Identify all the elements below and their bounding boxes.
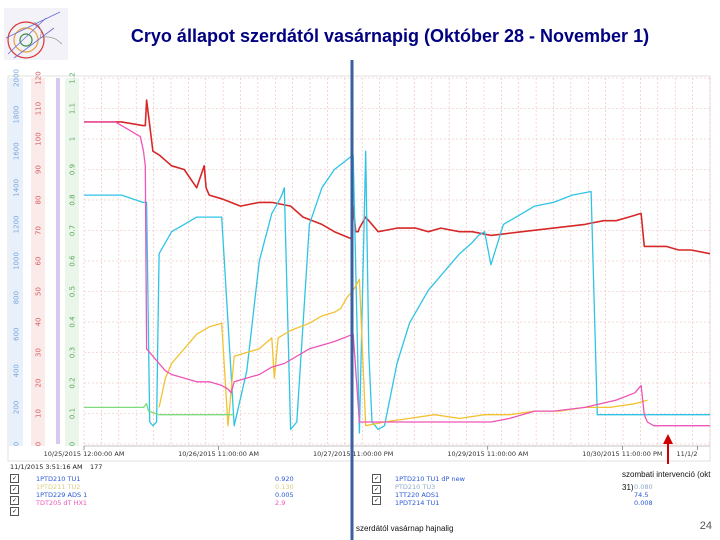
series-line-5 bbox=[84, 403, 235, 416]
legend-right-name: PTD210 TU3 bbox=[395, 483, 436, 491]
legend-checkbox-7[interactable]: ✓ bbox=[372, 496, 381, 505]
y-axes: 0200400600800100012001400160018002000010… bbox=[9, 69, 79, 446]
page-number: 24 bbox=[699, 520, 712, 532]
y-tick-label: 50 bbox=[35, 287, 43, 296]
series-group bbox=[84, 99, 711, 434]
slide-title: Cryo állapot szerdától vasárnapig (Októb… bbox=[130, 26, 650, 46]
legend-checkbox-1[interactable]: ✓ bbox=[10, 474, 19, 483]
legend-checkbox-4[interactable]: ✓ bbox=[10, 507, 19, 516]
y-tick-label: 0.5 bbox=[69, 286, 77, 297]
legend-count: 177 bbox=[90, 463, 103, 471]
legend-panel: 11/1/2015 3:51:16 AM 177 ✓ ✓ ✓ ✓ 1PTD210… bbox=[10, 463, 710, 523]
legend-left-value: 0.920 bbox=[275, 475, 294, 483]
y-tick-label: 0.2 bbox=[69, 377, 77, 388]
legend-checkbox-6[interactable]: ✓ bbox=[372, 485, 381, 494]
legend-right-value: 0.080 bbox=[634, 483, 653, 491]
y-tick-label: 120 bbox=[35, 71, 43, 84]
legend-checkbox-3[interactable]: ✓ bbox=[10, 496, 19, 505]
y-tick-label: 60 bbox=[35, 257, 43, 266]
y-axis-strip bbox=[65, 78, 79, 446]
y-tick-label: 100 bbox=[35, 132, 43, 145]
series-line-4 bbox=[84, 121, 710, 427]
y-tick-label: 0.4 bbox=[69, 316, 77, 328]
y-tick-label: 1200 bbox=[13, 215, 21, 233]
legend-right-name: 1PDT214 TU1 bbox=[395, 499, 440, 507]
legend-checkbox-2[interactable]: ✓ bbox=[10, 485, 19, 494]
y-axis-strip bbox=[56, 78, 60, 444]
legend-left-value: 2.9 bbox=[275, 499, 286, 507]
legend-left-name: 1PTD210 TU1 bbox=[36, 475, 81, 483]
x-tick-label: 11/1/2 bbox=[677, 450, 698, 458]
y-tick-label: 0.1 bbox=[69, 408, 77, 419]
legend-left-value: 0.130 bbox=[275, 483, 294, 491]
x-tick-label: 10/25/2015 12:00:00 AM bbox=[44, 450, 125, 458]
series-line-1 bbox=[84, 99, 711, 255]
legend-timestamp: 11/1/2015 3:51:16 AM bbox=[10, 463, 83, 471]
y-tick-label: 10 bbox=[35, 409, 43, 418]
legend-left-value: 0.005 bbox=[275, 491, 294, 499]
x-tick-label: 10/29/2015 11:00:00 AM bbox=[447, 450, 528, 458]
y-tick-label: 30 bbox=[35, 348, 43, 357]
legend-right-name: 1TT220 ADS1 bbox=[395, 491, 440, 499]
y-tick-label: 0.6 bbox=[69, 255, 77, 267]
y-tick-label: 0.7 bbox=[69, 225, 77, 236]
y-tick-label: 2000 bbox=[13, 69, 21, 87]
y-tick-label: 1000 bbox=[13, 252, 21, 270]
legend-right-value: 74.5 bbox=[634, 491, 649, 499]
intervention-annotation: szombati intervenció (okt 31) bbox=[622, 470, 711, 492]
cms-logo bbox=[4, 8, 68, 60]
legend-right-value: 0.008 bbox=[634, 499, 653, 507]
y-tick-label: 0.8 bbox=[69, 194, 77, 205]
y-axis-strip bbox=[31, 78, 45, 446]
y-tick-label: 70 bbox=[35, 226, 43, 235]
y-tick-label: 40 bbox=[35, 318, 43, 327]
annotation-arrow-head bbox=[663, 434, 673, 444]
legend-left-name: TDT205 dT HX1 bbox=[36, 499, 88, 507]
y-tick-label: 0 bbox=[69, 442, 77, 446]
y-tick-label: 1.1 bbox=[69, 103, 77, 114]
y-tick-label: 1400 bbox=[13, 179, 21, 197]
series-line-2 bbox=[84, 150, 710, 434]
y-tick-label: 20 bbox=[35, 379, 43, 388]
y-tick-label: 400 bbox=[13, 364, 21, 377]
y-tick-label: 80 bbox=[35, 196, 43, 205]
slide-caption: szerdától vasárnap hajnalig bbox=[356, 524, 454, 533]
legend-left-name: 1PTD211 TU2 bbox=[36, 483, 81, 491]
y-tick-label: 0.3 bbox=[69, 347, 77, 358]
y-tick-label: 0 bbox=[13, 442, 21, 446]
y-tick-label: 1 bbox=[69, 137, 77, 141]
y-tick-label: 600 bbox=[13, 328, 21, 341]
y-tick-label: 0.9 bbox=[69, 164, 77, 175]
series-line-3 bbox=[158, 278, 648, 427]
y-tick-label: 200 bbox=[13, 401, 21, 414]
y-tick-label: 1600 bbox=[13, 142, 21, 160]
legend-right-name: 1PTD210 TU1 dP new bbox=[395, 475, 465, 483]
y-tick-label: 110 bbox=[35, 102, 43, 115]
y-tick-label: 800 bbox=[13, 291, 21, 304]
y-tick-label: 0 bbox=[35, 442, 43, 446]
y-tick-label: 1.2 bbox=[69, 72, 77, 83]
y-tick-label: 90 bbox=[35, 165, 43, 174]
y-tick-label: 1800 bbox=[13, 106, 21, 124]
y-axis-strip bbox=[9, 78, 23, 446]
x-tick-label: 10/26/2015 11:00:00 AM bbox=[178, 450, 259, 458]
legend-left-name: 1PTD229 ADS 1 bbox=[36, 491, 88, 499]
x-tick-label: 10/30/2015 11:00:00 PM bbox=[582, 450, 662, 458]
legend-checkbox-5[interactable]: ✓ bbox=[372, 474, 381, 483]
chart-grid bbox=[83, 77, 711, 445]
